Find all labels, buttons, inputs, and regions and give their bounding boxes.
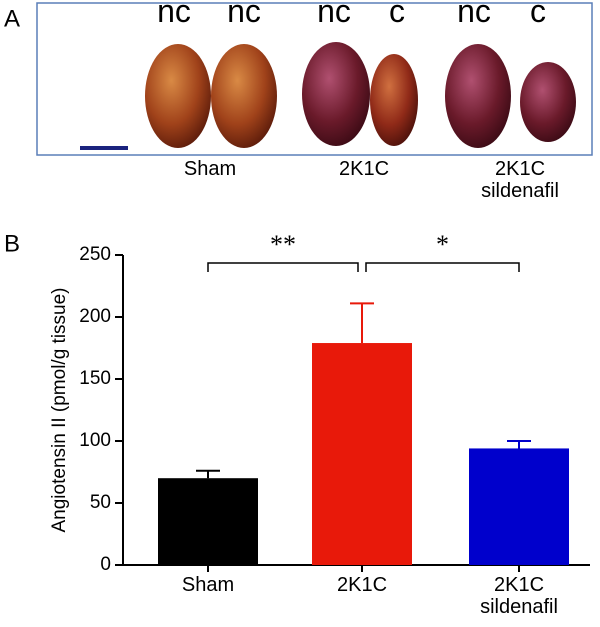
- y-tick-label: 150: [79, 368, 111, 389]
- kidney: [445, 44, 511, 148]
- y-tick-label: 0: [100, 554, 111, 575]
- significance-bracket: [207, 262, 359, 272]
- kidney-label: nc: [317, 0, 351, 29]
- kidney: [370, 54, 418, 146]
- kidney-label: nc: [457, 0, 491, 29]
- kidney: [520, 62, 576, 142]
- panel-label: B: [4, 230, 20, 257]
- group-label: Sham: [183, 158, 237, 180]
- x-tick-label: 2K1C sildenafil: [480, 574, 558, 618]
- panel-label: A: [4, 5, 20, 32]
- y-tick-label: 250: [79, 244, 111, 265]
- y-axis-label: Angiotensin II (pmol/g tissue): [49, 287, 70, 532]
- y-tick-label: 50: [90, 492, 111, 513]
- kidney-label: nc: [157, 0, 191, 29]
- bar: [158, 478, 258, 565]
- bar: [469, 448, 569, 565]
- photo-frame: [36, 2, 593, 156]
- x-tick-label: Sham: [181, 574, 235, 596]
- group-label: 2K1C sildenafil: [481, 158, 559, 202]
- kidney: [145, 44, 211, 148]
- error-bar: [350, 302, 374, 344]
- bar: [312, 343, 412, 565]
- error-bar: [507, 440, 531, 449]
- x-tick-label: 2K1C: [336, 574, 388, 596]
- kidney: [302, 42, 370, 146]
- significance-label: **: [270, 230, 296, 259]
- significance-label: *: [436, 230, 449, 259]
- error-bar: [196, 469, 220, 479]
- significance-bracket: [365, 262, 520, 272]
- group-label: 2K1C: [338, 158, 390, 180]
- y-tick-label: 100: [79, 430, 111, 451]
- kidney-label: c: [389, 0, 405, 29]
- kidney: [211, 44, 277, 148]
- kidney-label: c: [530, 0, 546, 29]
- y-tick-label: 200: [79, 306, 111, 327]
- kidney-label: nc: [227, 0, 261, 29]
